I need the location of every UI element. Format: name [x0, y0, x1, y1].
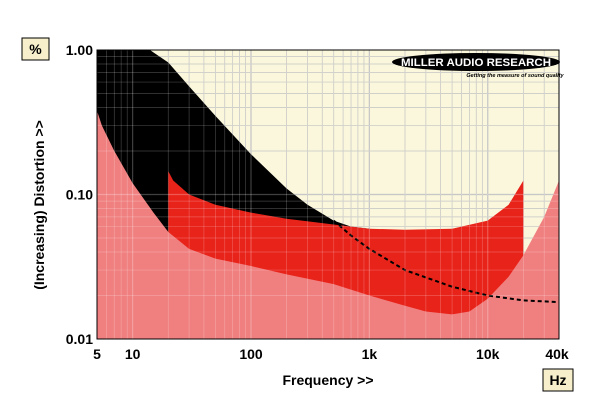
x-tick-label: 100: [239, 346, 263, 362]
y-tick-label: 0.01: [66, 331, 93, 347]
x-tick-labels: 5 10 100 1k 10k 40k: [93, 346, 569, 362]
miller-audio-research-logo: MILLER AUDIO RESEARCH Getting the measur…: [392, 53, 565, 79]
plot-border: [96, 49, 560, 340]
grid-lines-overlay: [97, 50, 559, 339]
y-tick-labels: 1.00 0.10 0.01: [66, 42, 93, 347]
x-tick-label: 10k: [476, 346, 500, 362]
x-unit-label: Hz: [549, 372, 566, 388]
x-axis-title: Frequency >>: [282, 372, 373, 388]
y-axis-title: (Increasing) Distortion >>: [31, 120, 47, 290]
logo-ellipse: [392, 53, 560, 71]
series-area-3: [97, 110, 559, 339]
y-tick-label: 0.10: [66, 187, 93, 203]
x-unit-box: Hz: [542, 368, 574, 392]
logo-brand-text: MILLER AUDIO RESEARCH: [401, 57, 551, 69]
x-tick-label: 1k: [362, 346, 378, 362]
series-areas: [97, 50, 559, 339]
logo-tagline: Getting the measure of sound quality: [466, 73, 564, 79]
y-tick-label: 1.00: [66, 42, 93, 58]
x-tick-label: 5: [93, 346, 101, 362]
x-tick-label: 10: [125, 346, 141, 362]
y-unit-label: %: [29, 41, 42, 57]
reference-dashed-line: [333, 219, 560, 304]
y-unit-box: %: [21, 37, 50, 61]
x-tick-label: 40k: [545, 346, 569, 362]
